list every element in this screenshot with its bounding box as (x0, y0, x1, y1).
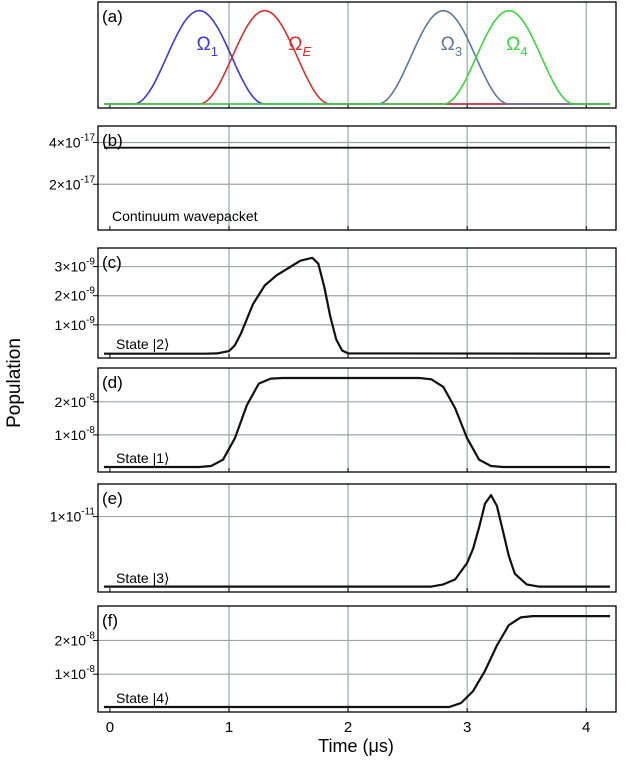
panel-e: 1×10-11 State |3⟩ (e) (50, 483, 617, 593)
y-tick-label: 3×10-9 (55, 257, 96, 275)
panel-label: (e) (102, 489, 123, 508)
y-tick-label: 2×10-17 (49, 174, 95, 192)
series-label: ΩE (288, 34, 311, 59)
series-label: Ω3 (441, 34, 462, 59)
plot-frame (97, 605, 617, 713)
panel-label: (b) (102, 131, 123, 150)
x-tick-label: 2 (344, 719, 352, 736)
y-tick-label: 1×10-9 (55, 315, 96, 333)
x-tick-label: 4 (582, 719, 590, 736)
panel-label: (c) (102, 253, 122, 272)
panel-annotation: State |1⟩ (116, 450, 169, 466)
series-line (104, 614, 610, 709)
plot-frame (97, 247, 617, 359)
y-tick-label: 2×10-9 (55, 286, 96, 304)
panel-a: Ω1 ΩE Ω3 Ω4 (a) (97, 1, 617, 109)
series-label: Ω1 (196, 34, 217, 59)
x-tick-labels: 0 1 2 3 4 (106, 719, 591, 736)
plot-frame (97, 367, 617, 473)
y-tick-label: 2×10-8 (55, 392, 96, 410)
panels-group: Ω1 ΩE Ω3 Ω4 (a) 2×10-17 4×10-17 Continuum wavep… (49, 1, 617, 713)
panel-b: 2×10-17 4×10-17 Continuum wavepacket (b) (49, 125, 617, 231)
y-tick-label: 1×10-8 (55, 664, 96, 682)
panel-f: 1×10-8 2×10-8 State |4⟩ (f) (55, 605, 617, 713)
series-line (104, 494, 610, 588)
panel-label: (a) (102, 7, 123, 26)
panel-annotation: State |3⟩ (116, 570, 169, 586)
series-line (104, 376, 610, 469)
series-line (104, 256, 611, 355)
x-tick-label: 1 (225, 719, 233, 736)
x-tick-label: 0 (106, 719, 114, 736)
series-line-omega-e (104, 9, 610, 105)
panel-annotation: State |2⟩ (116, 336, 169, 352)
series-label: Ω4 (506, 34, 527, 59)
x-axis-label: Time (μs) (318, 736, 394, 756)
y-tick-label: 1×10-11 (50, 507, 96, 525)
plot-frame (97, 1, 617, 109)
series-line-omega-1 (104, 9, 610, 105)
panel-d: 1×10-8 2×10-8 State |1⟩ (d) (55, 367, 617, 473)
y-axis-label: Population (4, 338, 25, 428)
y-tick-label: 4×10-17 (49, 133, 95, 151)
x-tick-label: 3 (463, 719, 471, 736)
panel-annotation: Continuum wavepacket (112, 208, 258, 224)
panel-label: (d) (102, 373, 123, 392)
y-tick-label: 2×10-8 (55, 630, 96, 648)
series-line-omega-4 (104, 9, 610, 105)
panel-c: 1×10-9 2×10-9 3×10-9 State |2⟩ (c) (55, 247, 617, 359)
y-tick-label: 1×10-8 (55, 425, 96, 443)
plot-frame (97, 483, 617, 593)
plot-frame (97, 125, 617, 231)
panel-annotation: State |4⟩ (116, 690, 169, 706)
series-line-omega-3 (104, 9, 610, 105)
panel-label: (f) (102, 611, 118, 630)
